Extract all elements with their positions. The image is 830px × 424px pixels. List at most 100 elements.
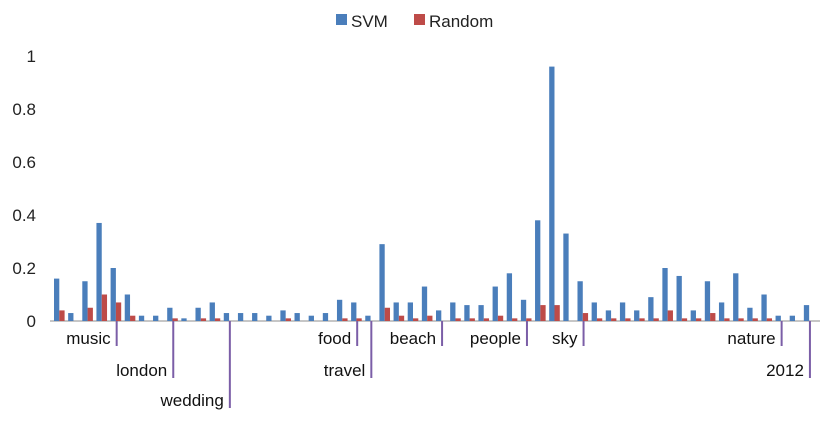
annotation-label-nature: nature bbox=[727, 329, 775, 348]
random-bar bbox=[356, 318, 362, 321]
y-axis-ticks: 0 0.2 0.4 0.6 0.8 1 bbox=[12, 47, 36, 331]
random-bar bbox=[738, 318, 744, 321]
svm-bar bbox=[308, 315, 314, 321]
annotation-label-sky: sky bbox=[552, 329, 578, 348]
svm-bar bbox=[662, 268, 668, 321]
y-tick-label: 0.8 bbox=[12, 100, 36, 119]
svm-bar bbox=[124, 294, 131, 321]
svm-bar bbox=[577, 281, 583, 321]
random-bar bbox=[540, 305, 546, 321]
y-tick-label: 1 bbox=[27, 47, 36, 66]
svm-bar bbox=[520, 299, 527, 321]
random-bar bbox=[582, 313, 589, 321]
random-bar bbox=[596, 318, 603, 321]
random-bar bbox=[384, 307, 391, 321]
random-bar bbox=[200, 318, 207, 321]
random-bar bbox=[611, 318, 617, 321]
random-bar bbox=[639, 318, 645, 321]
random-bar bbox=[554, 305, 560, 321]
random-bar bbox=[214, 318, 221, 321]
svm-bar bbox=[718, 302, 725, 321]
svm-bar bbox=[138, 315, 145, 321]
svm-bar bbox=[492, 286, 498, 321]
svm-bar bbox=[252, 313, 258, 321]
svm-bar bbox=[591, 302, 597, 321]
legend: SVM Random bbox=[336, 12, 493, 31]
svm-bar bbox=[110, 268, 116, 321]
svm-bar bbox=[393, 302, 399, 321]
random-bar bbox=[130, 315, 136, 321]
svm-bar bbox=[761, 294, 767, 321]
svm-bar bbox=[167, 307, 173, 321]
svm-bar bbox=[336, 299, 343, 321]
random-bar bbox=[766, 318, 773, 321]
legend-label-svm: SVM bbox=[351, 12, 388, 31]
svm-bar bbox=[82, 281, 88, 321]
random-bar bbox=[342, 318, 348, 321]
annotation-label-food: food bbox=[318, 329, 351, 348]
random-bar bbox=[710, 313, 716, 321]
random-bar bbox=[752, 318, 758, 321]
svm-bar bbox=[365, 315, 371, 321]
random-bar bbox=[115, 302, 122, 321]
svm-bar bbox=[280, 310, 286, 321]
y-tick-label: 0.6 bbox=[12, 153, 36, 172]
annotation-label-beach: beach bbox=[390, 329, 436, 348]
random-bar bbox=[285, 318, 291, 321]
random-bar bbox=[681, 318, 688, 321]
svm-bar bbox=[506, 273, 513, 321]
svm-bar bbox=[535, 220, 541, 321]
annotation-label-2012: 2012 bbox=[766, 361, 804, 380]
random-bar bbox=[667, 310, 673, 321]
tag-annotations: music london wedding food travel beach people s… bbox=[66, 321, 811, 410]
random-bar bbox=[512, 318, 518, 321]
svm-bar bbox=[436, 310, 442, 321]
svm-bar bbox=[181, 318, 187, 321]
svm-bar bbox=[54, 278, 60, 321]
svm-bar bbox=[322, 313, 329, 321]
y-tick-label: 0.4 bbox=[12, 206, 36, 225]
svm-bar bbox=[209, 302, 215, 321]
random-bar bbox=[455, 318, 461, 321]
svm-bar bbox=[195, 307, 201, 321]
random-bar bbox=[497, 315, 504, 321]
random-bar bbox=[413, 318, 419, 321]
annotation-label-music: music bbox=[66, 329, 111, 348]
svm-bar bbox=[747, 307, 753, 321]
svm-bar bbox=[351, 302, 357, 321]
svm-bar bbox=[379, 244, 385, 321]
random-bar bbox=[398, 315, 405, 321]
svm-bar bbox=[223, 313, 230, 321]
random-bar bbox=[695, 318, 702, 321]
svm-bar bbox=[619, 302, 626, 321]
legend-swatch-svm bbox=[336, 14, 347, 25]
legend-label-random: Random bbox=[429, 12, 493, 31]
svm-bar bbox=[789, 315, 795, 321]
svm-bar bbox=[563, 233, 569, 321]
svm-bar bbox=[421, 286, 428, 321]
y-tick-label: 0.2 bbox=[12, 259, 36, 278]
random-bar bbox=[87, 307, 93, 321]
random-bar bbox=[172, 318, 178, 321]
svm-bar bbox=[704, 281, 711, 321]
annotation-label-london: london bbox=[116, 361, 167, 380]
svm-bar bbox=[153, 315, 159, 321]
annotation-label-travel: travel bbox=[324, 361, 366, 380]
svm-bar bbox=[96, 222, 102, 321]
random-bar bbox=[526, 318, 532, 321]
svm-bar bbox=[676, 275, 682, 321]
svm-bar bbox=[775, 315, 781, 321]
svm-bar bbox=[266, 315, 272, 321]
random-bar bbox=[101, 294, 108, 321]
svm-bar bbox=[733, 273, 739, 321]
bars bbox=[54, 66, 810, 321]
legend-swatch-random bbox=[414, 14, 425, 25]
y-tick-label: 0 bbox=[27, 312, 36, 331]
svm-bar bbox=[407, 302, 413, 321]
random-bar bbox=[724, 318, 730, 321]
random-bar bbox=[427, 315, 433, 321]
random-bar bbox=[469, 318, 475, 321]
annotation-label-people: people bbox=[470, 329, 521, 348]
svm-bar bbox=[803, 305, 810, 321]
